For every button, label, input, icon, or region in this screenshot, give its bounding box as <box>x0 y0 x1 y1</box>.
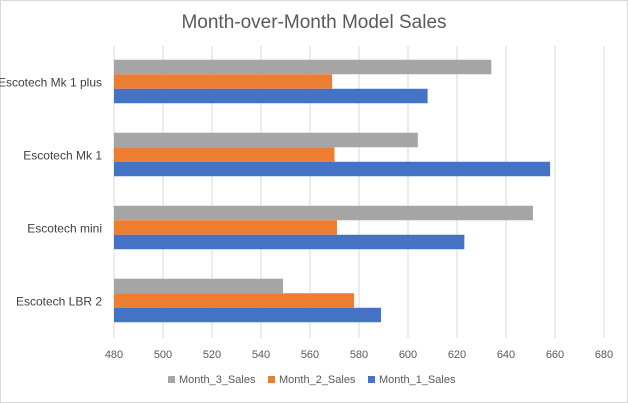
bar-month-2-sales-0 <box>114 293 355 308</box>
chart-title: Month-over-Month Model Sales <box>181 12 446 33</box>
x-tick-label: 500 <box>154 349 172 361</box>
x-tick-label: 480 <box>105 349 123 361</box>
bar-month-2-sales-1 <box>114 220 337 235</box>
bars <box>114 59 551 323</box>
bar-month-3-sales-3 <box>114 59 492 75</box>
legend-swatch-month-3-sales <box>168 376 175 383</box>
legend: Month_3_Sales Month_2_Sales Month_1_Sales <box>168 374 456 386</box>
legend-label-month-1-sales: Month_1_Sales <box>379 374 456 386</box>
x-tick-labels: 480 500 520 540 560 580 600 620 640 660 680 <box>105 349 613 361</box>
bar-month-3-sales-1 <box>114 205 533 221</box>
bar-month-1-sales-1 <box>114 234 465 250</box>
category-label: Escotech LBR 2 <box>16 295 102 309</box>
bar-month-3-sales-0 <box>114 278 284 294</box>
bar-month-1-sales-2 <box>114 161 551 177</box>
x-tick-label: 620 <box>448 349 466 361</box>
bar-month-3-sales-2 <box>114 132 418 148</box>
x-tick-label: 660 <box>546 349 564 361</box>
bar-month-1-sales-0 <box>114 307 382 323</box>
legend-label-month-3-sales: Month_3_Sales <box>179 374 256 386</box>
category-label: Escotech mini <box>27 222 102 236</box>
bar-month-2-sales-2 <box>114 147 335 162</box>
category-label: Escotech Mk 1 plus <box>0 76 102 90</box>
legend-swatch-month-1-sales <box>368 376 375 383</box>
legend-swatch-month-2-sales <box>268 376 275 383</box>
category-label: Escotech Mk 1 <box>23 149 102 163</box>
bar-month-1-sales-3 <box>114 88 428 104</box>
bar-month-2-sales-3 <box>114 74 333 89</box>
legend-label-month-2-sales: Month_2_Sales <box>279 374 356 386</box>
x-tick-label: 580 <box>350 349 368 361</box>
x-tick-label: 680 <box>595 349 613 361</box>
x-tick-label: 540 <box>252 349 270 361</box>
x-tick-label: 560 <box>301 349 319 361</box>
x-tick-label: 600 <box>399 349 417 361</box>
category-labels: Escotech LBR 2 Escotech mini Escotech Mk 1… <box>0 76 102 309</box>
x-tick-label: 520 <box>203 349 221 361</box>
x-tick-label: 640 <box>497 349 515 361</box>
